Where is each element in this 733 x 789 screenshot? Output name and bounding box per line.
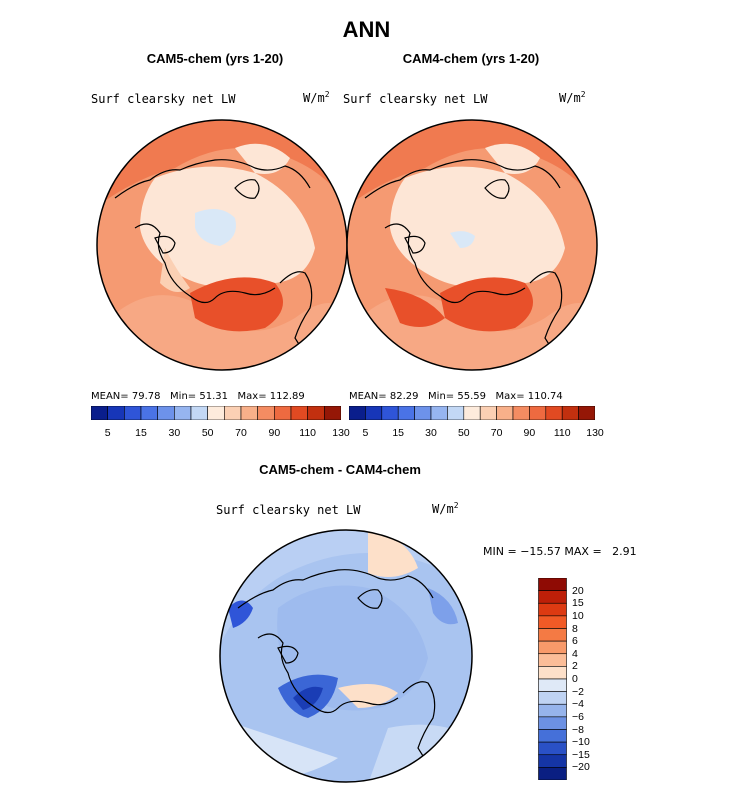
colorbar-swatch <box>538 741 567 756</box>
colorbar-swatch <box>397 406 415 420</box>
difference-polar-map <box>219 529 473 783</box>
colorbar-tick-label: 15 <box>135 427 147 439</box>
colorbar-swatch <box>538 678 567 692</box>
colorbar-swatch <box>512 406 530 420</box>
colorbar-swatch <box>538 767 567 780</box>
colorbar-tick-label: 110 <box>299 427 317 439</box>
panel-2-title: CAM4-chem (yrs 1-20) <box>402 51 540 66</box>
colorbar-swatch <box>479 406 497 420</box>
colorbar-tick-label: −20 <box>572 761 590 774</box>
colorbar-tick-label: −8 <box>572 723 584 736</box>
colorbar-swatch <box>174 406 192 420</box>
colorbar-swatch <box>190 406 208 420</box>
colorbar-swatch <box>538 691 567 705</box>
colorbar-swatch <box>414 406 432 420</box>
colorbar-swatch <box>224 406 242 420</box>
colorbar-tick-label: 110 <box>553 427 571 439</box>
colorbar-swatch <box>538 754 567 768</box>
difference-units: W/m2 <box>432 501 459 516</box>
panel-2-variable-label: Surf clearsky net LW <box>343 92 488 106</box>
colorbar-swatch <box>538 640 567 655</box>
colorbar-tick-label: −6 <box>572 710 584 723</box>
colorbar-tick-label: 6 <box>572 635 578 648</box>
colorbar-swatch <box>538 602 567 617</box>
colorbar-swatch <box>578 406 595 420</box>
panel-1-units: W/m2 <box>303 90 330 105</box>
colorbar-tick-label: −15 <box>572 748 590 761</box>
colorbar-swatch <box>257 406 275 420</box>
colorbar-swatch <box>538 615 567 629</box>
colorbar-swatch <box>538 590 567 604</box>
colorbar-swatch <box>307 406 325 420</box>
colorbar-swatch <box>463 406 481 420</box>
colorbar-swatch <box>381 406 399 420</box>
colorbar-swatch <box>140 406 158 420</box>
colorbar-swatch <box>91 406 108 420</box>
colorbar-swatch <box>157 406 175 420</box>
panel-1-stats: MEAN= 79.78 Min= 51.31 Max= 112.89 <box>91 391 305 402</box>
panel-1-colorbar <box>91 406 341 420</box>
panel-1-polar-map <box>96 119 348 371</box>
panel-1-colorbar-labels: 5 15 30 50 70 90 110 130 <box>91 427 350 441</box>
difference-stats: MIN = −15.57 MAX = 2.91 <box>483 545 637 558</box>
colorbar-tick-label: 4 <box>572 647 578 660</box>
colorbar-tick-label: 15 <box>392 427 405 439</box>
colorbar-swatch <box>496 406 514 420</box>
colorbar-tick-label: 0 <box>572 673 578 685</box>
panel-2-polar-map <box>346 119 598 371</box>
colorbar-tick-label: 50 <box>201 427 214 439</box>
colorbar-tick-label: 130 <box>332 427 350 439</box>
colorbar-tick-label: 90 <box>523 427 536 439</box>
colorbar-tick-label: 8 <box>572 622 578 635</box>
colorbar-swatch <box>561 406 579 420</box>
colorbar-swatch <box>447 406 465 420</box>
colorbar-swatch <box>538 628 567 642</box>
colorbar-swatch <box>538 703 567 718</box>
colorbar-tick-label: 130 <box>586 427 604 439</box>
colorbar-swatch <box>349 406 366 420</box>
colorbar-tick-label: 70 <box>235 427 247 439</box>
panel-2-units: W/m2 <box>559 90 586 105</box>
colorbar-tick-label: 90 <box>268 427 281 439</box>
figure-title: ANN <box>342 17 391 42</box>
colorbar-tick-label: 2 <box>572 660 578 673</box>
difference-variable-label: Surf clearsky net LW <box>216 503 361 517</box>
panel-1-title: CAM5-chem (yrs 1-20) <box>146 51 284 66</box>
panel-2-colorbar <box>349 406 595 420</box>
colorbar-swatch <box>538 729 567 743</box>
colorbar-swatch <box>538 666 567 680</box>
colorbar-tick-label: 20 <box>572 584 584 597</box>
colorbar-tick-label: 30 <box>168 427 181 439</box>
colorbar-tick-label: −10 <box>572 736 590 749</box>
panel-1-variable-label: Surf clearsky net LW <box>91 92 236 106</box>
colorbar-tick-label: 15 <box>572 597 584 610</box>
colorbar-tick-label: 5 <box>104 427 111 439</box>
colorbar-swatch <box>207 406 225 420</box>
difference-colorbar-labels: 20 15 10 8 6 4 2 0 −2 −4 −6 −8 −10 −15 −20 <box>572 578 612 780</box>
colorbar-swatch <box>538 578 567 591</box>
colorbar-tick-label: 10 <box>572 609 584 622</box>
colorbar-swatch <box>324 406 341 420</box>
difference-colorbar <box>538 578 567 780</box>
colorbar-swatch <box>529 406 547 420</box>
panel-2-stats: MEAN= 82.29 Min= 55.59 Max= 110.74 <box>349 391 563 402</box>
colorbar-swatch <box>124 406 142 420</box>
colorbar-swatch <box>538 653 567 667</box>
colorbar-swatch <box>430 406 448 420</box>
colorbar-tick-label: −4 <box>572 698 584 711</box>
colorbar-swatch <box>290 406 308 420</box>
panel-2-colorbar-labels: 5 15 30 50 70 90 110 130 <box>349 427 603 441</box>
colorbar-swatch <box>365 406 383 420</box>
colorbar-swatch <box>538 716 567 730</box>
colorbar-swatch <box>545 406 563 420</box>
colorbar-tick-label: 50 <box>457 427 470 439</box>
colorbar-swatch <box>274 406 292 420</box>
colorbar-tick-label: −2 <box>572 685 584 698</box>
colorbar-tick-label: 70 <box>490 427 503 439</box>
colorbar-swatch <box>107 406 125 420</box>
colorbar-tick-label: 5 <box>362 427 369 439</box>
colorbar-tick-label: 30 <box>425 427 437 439</box>
colorbar-swatch <box>240 406 258 420</box>
difference-title: CAM5-chem - CAM4-chem <box>259 462 421 477</box>
